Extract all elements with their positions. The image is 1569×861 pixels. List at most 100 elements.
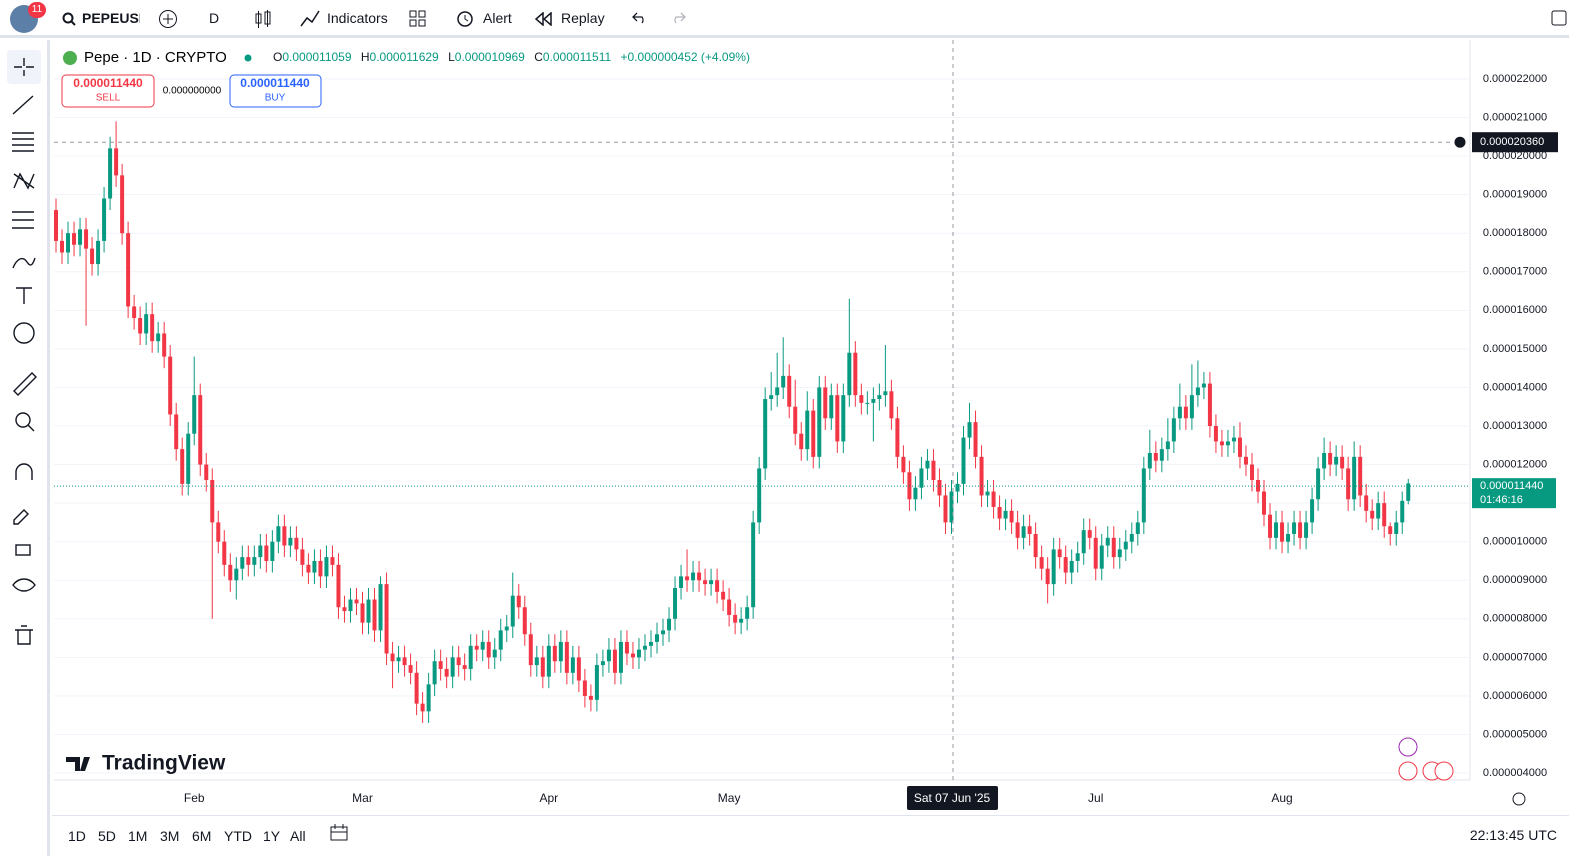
- chart-type[interactable]: [254, 9, 272, 29]
- candle-body: [168, 356, 173, 415]
- range-button[interactable]: 1M: [128, 828, 148, 844]
- y-tick-label: 0.000014000: [1483, 381, 1547, 393]
- candle-body: [318, 560, 323, 577]
- event-icon[interactable]: [1398, 737, 1418, 757]
- candle-body: [1147, 452, 1152, 469]
- tool-active-bg: [7, 50, 41, 84]
- delete-tool[interactable]: [15, 625, 33, 645]
- hide-tool[interactable]: [12, 578, 36, 592]
- lock-drawings-tool[interactable]: [13, 509, 29, 525]
- drawing-toolbar: [0, 40, 50, 856]
- crosshair-tool[interactable]: [14, 58, 34, 76]
- pattern-tool[interactable]: [13, 172, 35, 190]
- indicators-button[interactable]: Indicators: [327, 10, 388, 26]
- x-tick-label: May: [718, 791, 741, 805]
- candle-body: [546, 645, 551, 677]
- redo[interactable]: [670, 12, 686, 24]
- l-label: L: [448, 50, 455, 64]
- emoji-tool[interactable]: [13, 322, 35, 344]
- candle-body: [739, 618, 744, 623]
- range-button[interactable]: 3M: [160, 828, 180, 844]
- date-range-picker[interactable]: [330, 824, 350, 842]
- candle-body: [1165, 441, 1170, 450]
- candle-body: [414, 672, 419, 704]
- candle-body: [444, 668, 449, 677]
- candle-body: [252, 557, 257, 565]
- replay-icon: [535, 12, 552, 26]
- candle-body: [751, 522, 756, 608]
- layouts[interactable]: [409, 10, 427, 28]
- sell-button[interactable]: [61, 74, 155, 108]
- panel-toggle[interactable]: [1551, 10, 1567, 26]
- candle-body: [823, 387, 828, 419]
- magnet-tool[interactable]: [15, 463, 33, 480]
- candle-body: [576, 657, 581, 681]
- candle-body: [937, 479, 942, 496]
- range-button[interactable]: All: [290, 828, 306, 844]
- projection-tool[interactable]: [12, 211, 34, 229]
- alert-icon: [457, 11, 473, 27]
- candle-body: [54, 210, 58, 241]
- add-symbol[interactable]: [158, 9, 178, 29]
- o-label: O: [273, 50, 282, 64]
- candle-body: [270, 541, 275, 561]
- range-button[interactable]: 1Y: [263, 828, 281, 844]
- range-button[interactable]: YTD: [224, 828, 252, 844]
- candle-body: [1292, 522, 1297, 534]
- measure-tool[interactable]: [13, 372, 37, 396]
- candle-body: [66, 233, 71, 253]
- buy-button[interactable]: [229, 74, 322, 108]
- text-tool[interactable]: [16, 287, 32, 304]
- candle-body: [1063, 557, 1068, 573]
- candle-body: [757, 468, 762, 523]
- candle-body: [775, 387, 780, 396]
- fib-tool[interactable]: [12, 132, 34, 152]
- event-icon[interactable]: [1434, 761, 1454, 781]
- candle-body: [192, 395, 197, 434]
- candle-body: [1183, 406, 1188, 419]
- candle-body: [709, 580, 714, 585]
- candle-body: [1057, 549, 1062, 558]
- undo[interactable]: [632, 12, 648, 24]
- zoom-tool[interactable]: [15, 412, 31, 428]
- candle-body: [114, 148, 119, 176]
- candle-body: [715, 580, 720, 592]
- event-icon[interactable]: [1398, 761, 1418, 781]
- y-tick-label: 0.000004000: [1483, 767, 1547, 779]
- candle-body: [372, 599, 377, 631]
- candle-body: [1370, 510, 1375, 519]
- candle-body: [703, 580, 708, 585]
- range-button[interactable]: 1D: [68, 828, 86, 844]
- range-button[interactable]: 5D: [98, 828, 116, 844]
- candle-body: [1231, 437, 1236, 442]
- y-tick-label: 0.000022000: [1483, 73, 1547, 85]
- y-tick-label: 0.000018000: [1483, 227, 1547, 239]
- lock-tool[interactable]: [15, 544, 31, 556]
- candle-body: [1195, 387, 1200, 396]
- replay-button[interactable]: Replay: [561, 10, 605, 26]
- candle-body: [1376, 503, 1381, 519]
- candle-body: [324, 557, 329, 577]
- candle-body: [402, 657, 407, 666]
- candle-body: [102, 198, 107, 241]
- candle-body: [480, 641, 485, 650]
- candle-body: [216, 522, 221, 542]
- candle-body: [162, 333, 167, 357]
- candle-body: [1364, 495, 1369, 511]
- last-price-box: [1472, 478, 1556, 509]
- clock: 22:13:45 UTC: [1469, 827, 1557, 843]
- candle-body: [558, 641, 563, 662]
- brush-tool[interactable]: [12, 257, 36, 269]
- interval[interactable]: D: [209, 10, 220, 26]
- candle-body: [342, 607, 347, 612]
- candle-body: [642, 645, 647, 650]
- alert-button[interactable]: Alert: [483, 10, 512, 26]
- candle-body: [72, 233, 77, 245]
- candle-body: [486, 641, 491, 658]
- axis-settings[interactable]: [1512, 792, 1526, 806]
- candle-body: [108, 148, 113, 199]
- range-button[interactable]: 6M: [192, 828, 212, 844]
- candle-body: [1027, 526, 1032, 534]
- trendline-tool[interactable]: [12, 95, 34, 115]
